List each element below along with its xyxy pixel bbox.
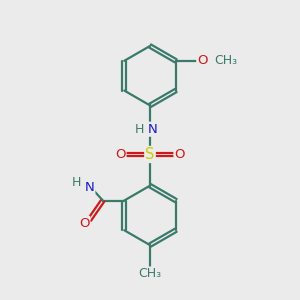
Text: H: H — [135, 123, 144, 136]
Text: S: S — [145, 147, 155, 162]
Text: O: O — [79, 217, 89, 230]
Text: CH₃: CH₃ — [138, 267, 162, 280]
Text: O: O — [175, 148, 185, 161]
Text: N: N — [148, 123, 158, 136]
Text: O: O — [115, 148, 125, 161]
Text: CH₃: CH₃ — [214, 54, 238, 67]
Text: N: N — [85, 181, 94, 194]
Text: O: O — [197, 54, 208, 67]
Text: H: H — [72, 176, 81, 189]
